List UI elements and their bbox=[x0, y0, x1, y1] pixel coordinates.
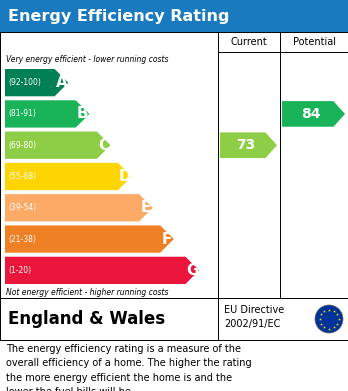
Bar bbox=[0, 32, 348, 298]
Bar bbox=[0, 0, 348, 32]
Text: D: D bbox=[118, 169, 131, 184]
Text: England & Wales: England & Wales bbox=[8, 310, 165, 328]
Text: Not energy efficient - higher running costs: Not energy efficient - higher running co… bbox=[6, 288, 168, 297]
Text: EU Directive
2002/91/EC: EU Directive 2002/91/EC bbox=[224, 305, 284, 328]
Text: (92-100): (92-100) bbox=[8, 78, 41, 87]
Text: G: G bbox=[186, 263, 199, 278]
Text: (81-91): (81-91) bbox=[8, 109, 36, 118]
Text: Energy Efficiency Rating: Energy Efficiency Rating bbox=[8, 9, 229, 23]
Polygon shape bbox=[5, 226, 174, 253]
Polygon shape bbox=[5, 163, 132, 190]
Text: The energy efficiency rating is a measure of the
overall efficiency of a home. T: The energy efficiency rating is a measur… bbox=[6, 344, 252, 391]
Polygon shape bbox=[5, 131, 111, 159]
Bar bbox=[0, 298, 348, 340]
Polygon shape bbox=[5, 194, 153, 221]
Text: (39-54): (39-54) bbox=[8, 203, 36, 212]
Polygon shape bbox=[5, 100, 89, 127]
Text: 84: 84 bbox=[301, 107, 321, 121]
Text: (21-38): (21-38) bbox=[8, 235, 36, 244]
Text: (69-80): (69-80) bbox=[8, 141, 36, 150]
Polygon shape bbox=[5, 69, 68, 96]
Text: A: A bbox=[56, 75, 68, 90]
Polygon shape bbox=[220, 133, 277, 158]
Text: Current: Current bbox=[231, 37, 267, 47]
Polygon shape bbox=[282, 101, 345, 127]
Text: F: F bbox=[162, 231, 172, 247]
Text: B: B bbox=[77, 106, 88, 122]
Text: Potential: Potential bbox=[293, 37, 335, 47]
Text: C: C bbox=[98, 138, 109, 153]
Circle shape bbox=[315, 305, 343, 333]
Text: (55-68): (55-68) bbox=[8, 172, 36, 181]
Text: E: E bbox=[141, 200, 151, 215]
Text: 73: 73 bbox=[236, 138, 255, 152]
Text: Very energy efficient - lower running costs: Very energy efficient - lower running co… bbox=[6, 55, 168, 64]
Polygon shape bbox=[5, 257, 199, 284]
Text: (1-20): (1-20) bbox=[8, 266, 31, 275]
